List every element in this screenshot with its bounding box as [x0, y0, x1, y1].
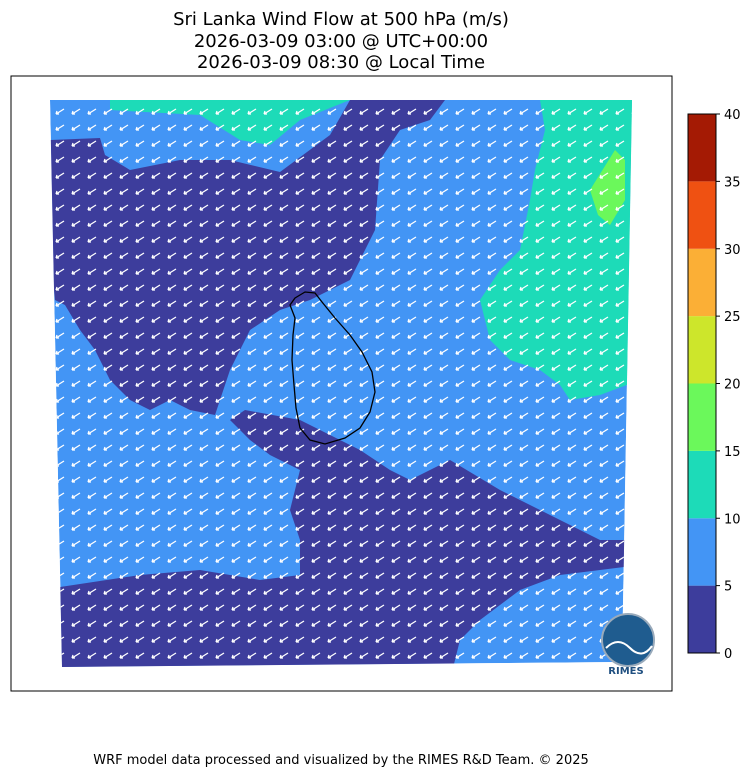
- colorbar-band: [688, 383, 716, 451]
- colorbar-band: [688, 181, 716, 249]
- colorbar-tick-label: 35: [724, 175, 741, 190]
- colorbar-band: [688, 114, 716, 182]
- colorbar-band: [688, 518, 716, 586]
- colorbar-tick-label: 25: [724, 310, 741, 325]
- wind-field: [50, 100, 632, 667]
- colorbar-tick-label: 40: [724, 108, 741, 123]
- colorbar-band: [688, 585, 716, 653]
- logo-wave: [605, 641, 653, 655]
- title-line: Sri Lanka Wind Flow at 500 hPa (m/s): [173, 9, 509, 30]
- colorbar-tick-label: 5: [724, 580, 732, 595]
- footer: WRF model data processed and visualized …: [93, 753, 589, 768]
- colorbar-tick-label: 30: [724, 243, 741, 258]
- colorbar-tick-label: 10: [724, 512, 741, 527]
- logo-emblem: [601, 613, 655, 667]
- colorbar-tick-label: 20: [724, 378, 741, 393]
- logo: RIMES: [601, 613, 655, 677]
- colorbar: 0 5 10 15 20 25 30 35 40: [687, 108, 741, 662]
- colorbar-band: [688, 316, 716, 384]
- logo-text: RIMES: [608, 666, 643, 677]
- title-line: 2026-03-09 03:00 @ UTC+00:00: [194, 31, 488, 52]
- colorbar-tick-label: 15: [724, 445, 741, 460]
- colorbar-band: [688, 248, 716, 317]
- title-line: 2026-03-09 08:30 @ Local Time: [197, 52, 485, 73]
- wind-arrows: [50, 100, 632, 667]
- sri-lanka-outline: [289, 291, 376, 445]
- colorbar-tick-label: 0: [724, 647, 732, 662]
- colorbar-band: [688, 450, 716, 519]
